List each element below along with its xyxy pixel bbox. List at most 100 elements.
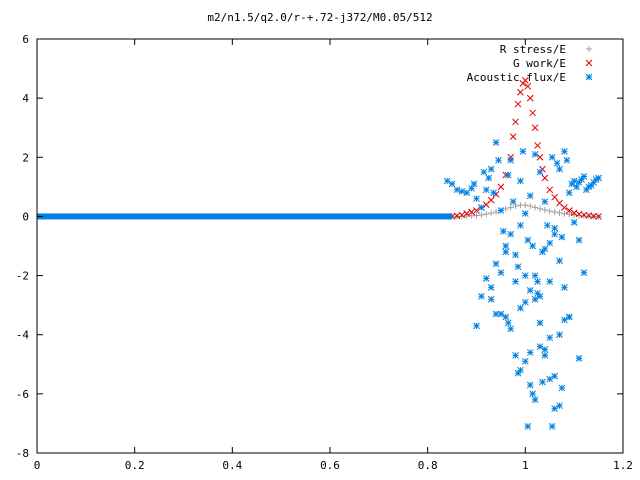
legend-marker-g-work bbox=[585, 59, 593, 67]
data-point bbox=[473, 212, 480, 219]
data-point bbox=[526, 192, 534, 200]
legend-sample bbox=[585, 73, 593, 81]
data-point bbox=[492, 310, 500, 318]
y-tick-label: 4 bbox=[22, 92, 29, 105]
legend-label-g-work: G work/E bbox=[513, 57, 566, 70]
data-point bbox=[595, 174, 602, 182]
data-point bbox=[507, 325, 515, 333]
data-point bbox=[570, 209, 578, 217]
data-point bbox=[551, 193, 558, 201]
data-point bbox=[517, 221, 524, 229]
data-point bbox=[514, 263, 522, 271]
y-tick-label: 0 bbox=[22, 210, 29, 223]
baseline-band bbox=[37, 213, 453, 220]
data-point bbox=[487, 284, 495, 291]
data-point bbox=[470, 180, 478, 188]
data-point bbox=[556, 165, 563, 173]
data-point bbox=[502, 248, 510, 256]
data-point bbox=[546, 278, 554, 285]
data-point bbox=[453, 186, 461, 194]
data-point bbox=[490, 189, 497, 197]
data-point bbox=[504, 319, 512, 327]
data-point bbox=[502, 206, 509, 213]
y-tick-label: 6 bbox=[22, 33, 29, 46]
data-point bbox=[526, 349, 534, 356]
data-point bbox=[548, 153, 556, 161]
legend-label-acoustic-flux: Acoustic flux/E bbox=[467, 71, 566, 84]
data-point bbox=[541, 352, 549, 359]
data-point bbox=[526, 94, 534, 102]
data-point bbox=[580, 173, 588, 180]
data-point bbox=[536, 319, 544, 327]
data-point bbox=[448, 180, 456, 188]
y-axis: 6 4 2 0 -2 -4 -6 -8 bbox=[16, 33, 623, 460]
legend-marker-r-stress bbox=[586, 46, 592, 52]
data-point bbox=[551, 224, 558, 232]
data-point bbox=[517, 304, 524, 312]
data-point bbox=[502, 242, 510, 250]
data-point bbox=[487, 295, 495, 303]
data-point bbox=[558, 384, 566, 392]
data-point bbox=[514, 369, 522, 377]
legend-sample bbox=[585, 59, 593, 67]
y-tick-label: -4 bbox=[16, 329, 30, 342]
data-point bbox=[521, 298, 529, 306]
data-point bbox=[478, 292, 485, 300]
data-point bbox=[561, 284, 568, 291]
data-point bbox=[502, 313, 510, 321]
data-point bbox=[519, 148, 527, 155]
data-point bbox=[558, 233, 566, 241]
data-point bbox=[531, 150, 539, 158]
data-point bbox=[541, 245, 549, 253]
y-tick-label: 2 bbox=[22, 151, 29, 164]
data-point bbox=[482, 186, 490, 194]
data-point bbox=[507, 156, 515, 164]
data-point bbox=[541, 346, 549, 353]
data-point bbox=[570, 218, 578, 226]
data-point bbox=[458, 211, 466, 219]
data-point bbox=[536, 205, 543, 212]
data-point bbox=[561, 210, 568, 217]
data-point bbox=[473, 207, 480, 214]
data-point bbox=[539, 378, 546, 386]
x-tick-label: 0.6 bbox=[320, 459, 340, 472]
data-point bbox=[531, 396, 539, 404]
data-point bbox=[485, 174, 493, 182]
plot-markers bbox=[37, 77, 602, 430]
data-point bbox=[531, 272, 539, 279]
data-point bbox=[534, 142, 541, 149]
data-point bbox=[478, 204, 485, 211]
data-point bbox=[531, 124, 539, 132]
data-point bbox=[526, 381, 534, 389]
data-point bbox=[551, 208, 558, 215]
data-point bbox=[565, 189, 573, 197]
data-point bbox=[495, 156, 502, 164]
data-point bbox=[524, 423, 532, 430]
y-tick-label: -2 bbox=[16, 270, 29, 283]
data-point bbox=[509, 133, 517, 140]
chart-title: m2/n1.5/q2.0/r-+.72-j372/M0.05/512 bbox=[207, 11, 432, 24]
data-point bbox=[561, 316, 568, 324]
data-point bbox=[556, 331, 563, 339]
data-point bbox=[497, 269, 505, 276]
data-point bbox=[458, 187, 466, 195]
data-point bbox=[478, 211, 485, 218]
data-point bbox=[595, 213, 602, 220]
data-point bbox=[531, 295, 539, 303]
data-point bbox=[551, 230, 558, 238]
data-point bbox=[521, 210, 529, 217]
data-point bbox=[541, 198, 549, 205]
data-point bbox=[570, 177, 578, 185]
data-point bbox=[524, 82, 532, 90]
data-point bbox=[536, 168, 544, 176]
x-tick-label: 1 bbox=[522, 459, 529, 472]
data-point bbox=[536, 343, 544, 350]
data-point bbox=[546, 375, 554, 383]
x-tick-label: 0.4 bbox=[222, 459, 242, 472]
data-point bbox=[517, 177, 524, 185]
data-point bbox=[580, 269, 588, 276]
data-point bbox=[473, 195, 480, 203]
data-point bbox=[551, 405, 558, 412]
data-point bbox=[565, 207, 573, 214]
